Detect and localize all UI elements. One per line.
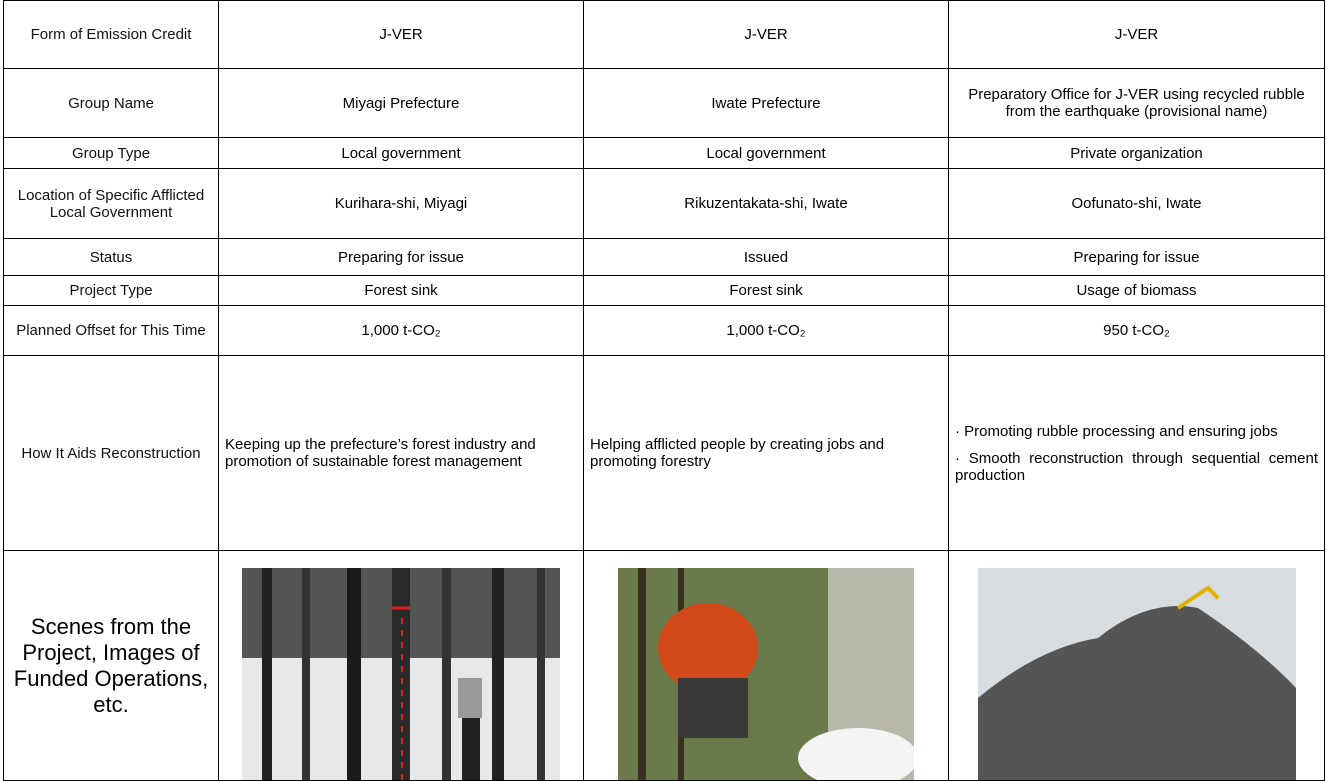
row-header: How It Aids Reconstruction <box>4 356 219 551</box>
photo-cell <box>219 551 584 781</box>
cell: Local government <box>219 138 584 169</box>
cell: Preparing for issue <box>949 239 1325 276</box>
cell: Miyagi Prefecture <box>219 69 584 138</box>
row-header: Status <box>4 239 219 276</box>
row-header: Location of Specific Afflicted Local Gov… <box>4 169 219 239</box>
table-row: Location of Specific Afflicted Local Gov… <box>4 169 1325 239</box>
cell: J-VER <box>949 1 1325 69</box>
cell: Issued <box>584 239 949 276</box>
cell: 1,000 t-CO₂ <box>584 306 949 356</box>
cell: Rikuzentakata-shi, Iwate <box>584 169 949 239</box>
cell: J-VER <box>584 1 949 69</box>
cell: 950 t-CO₂ <box>949 306 1325 356</box>
cell: Private organization <box>949 138 1325 169</box>
photo-forest <box>242 568 560 780</box>
cell: Helping afflicted people by creating job… <box>584 356 949 551</box>
row-header: Group Name <box>4 69 219 138</box>
row-header: Project Type <box>4 276 219 306</box>
cell: Local government <box>584 138 949 169</box>
row-header: Form of Emission Credit <box>4 1 219 69</box>
row-header: Planned Offset for This Time <box>4 306 219 356</box>
cell: · Promoting rubble processing and ensuri… <box>949 356 1325 551</box>
page: Form of Emission CreditJ-VERJ-VERJ-VERGr… <box>0 0 1327 780</box>
photo-cell <box>584 551 949 781</box>
row-header: Scenes from the Project, Images of Funde… <box>4 551 219 781</box>
cell: Preparatory Office for J-VER using recyc… <box>949 69 1325 138</box>
cell: Iwate Prefecture <box>584 69 949 138</box>
cell: Forest sink <box>584 276 949 306</box>
cell: Oofunato-shi, Iwate <box>949 169 1325 239</box>
bullet: · Smooth reconstruction through sequenti… <box>955 450 1318 484</box>
table-row: Scenes from the Project, Images of Funde… <box>4 551 1325 781</box>
cell: Forest sink <box>219 276 584 306</box>
cell: 1,000 t-CO₂ <box>219 306 584 356</box>
cell: J-VER <box>219 1 584 69</box>
row-header: Group Type <box>4 138 219 169</box>
cell: Preparing for issue <box>219 239 584 276</box>
photo-cell <box>949 551 1325 781</box>
photo-logging <box>618 568 914 780</box>
cell: Kurihara-shi, Miyagi <box>219 169 584 239</box>
cell: Keeping up the prefecture’s forest indus… <box>219 356 584 551</box>
photo-rubble <box>978 568 1296 780</box>
bullet: · Promoting rubble processing and ensuri… <box>955 423 1318 440</box>
cell: Usage of biomass <box>949 276 1325 306</box>
